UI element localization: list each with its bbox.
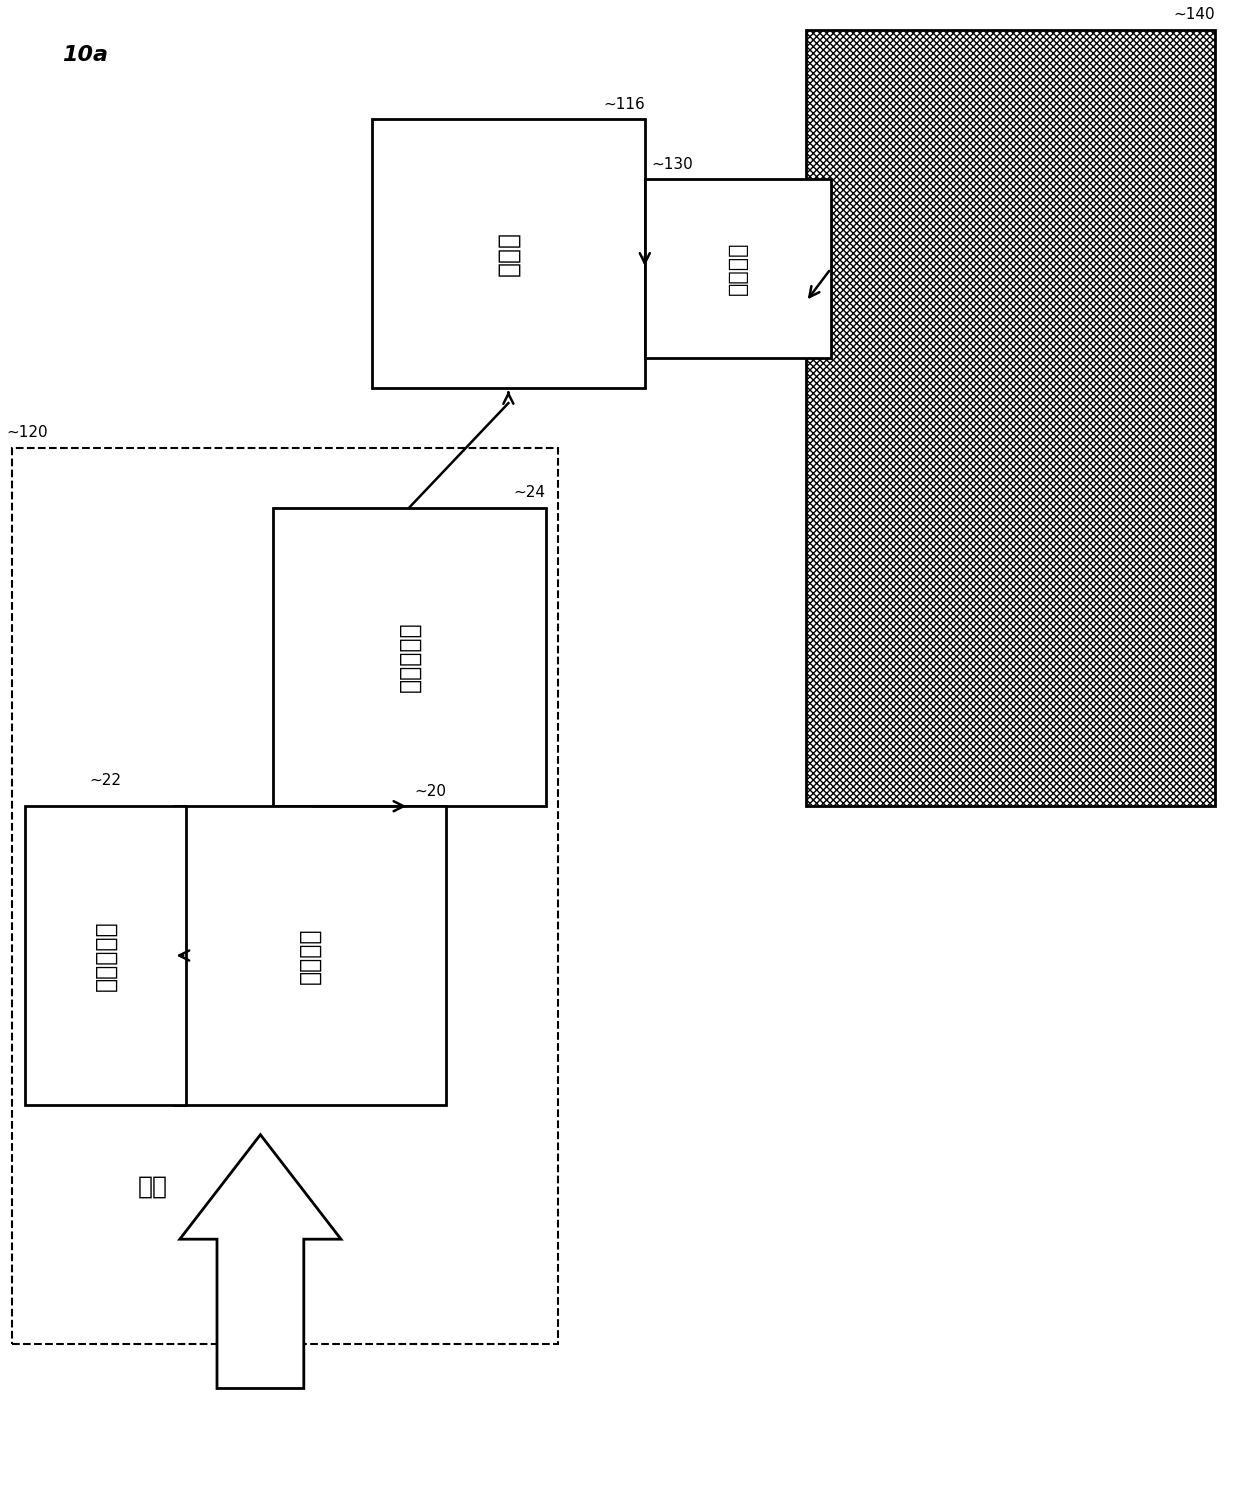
Text: 外光: 外光 bbox=[138, 1175, 167, 1199]
Bar bbox=[25, 806, 186, 1105]
Text: ~130: ~130 bbox=[651, 157, 693, 172]
Text: ~22: ~22 bbox=[89, 773, 122, 788]
Text: ~116: ~116 bbox=[603, 97, 645, 112]
Text: 信号转换部: 信号转换部 bbox=[397, 621, 422, 693]
Bar bbox=[806, 30, 1215, 806]
Text: 控制部: 控制部 bbox=[496, 231, 521, 276]
Text: ~140: ~140 bbox=[1173, 7, 1215, 22]
Text: 10a: 10a bbox=[62, 45, 108, 64]
Polygon shape bbox=[180, 1135, 341, 1388]
Text: 光感测部: 光感测部 bbox=[298, 927, 322, 984]
Text: 电流补偿部: 电流补偿部 bbox=[93, 920, 118, 991]
Text: 背光光源: 背光光源 bbox=[728, 242, 748, 296]
Bar bbox=[645, 179, 831, 358]
Bar bbox=[806, 30, 1215, 806]
Text: ~24: ~24 bbox=[513, 485, 546, 500]
Bar bbox=[174, 806, 446, 1105]
Bar bbox=[372, 119, 645, 388]
Text: ~120: ~120 bbox=[6, 426, 48, 440]
Text: ~20: ~20 bbox=[414, 784, 446, 799]
Bar bbox=[12, 448, 558, 1344]
Bar bbox=[273, 508, 546, 806]
